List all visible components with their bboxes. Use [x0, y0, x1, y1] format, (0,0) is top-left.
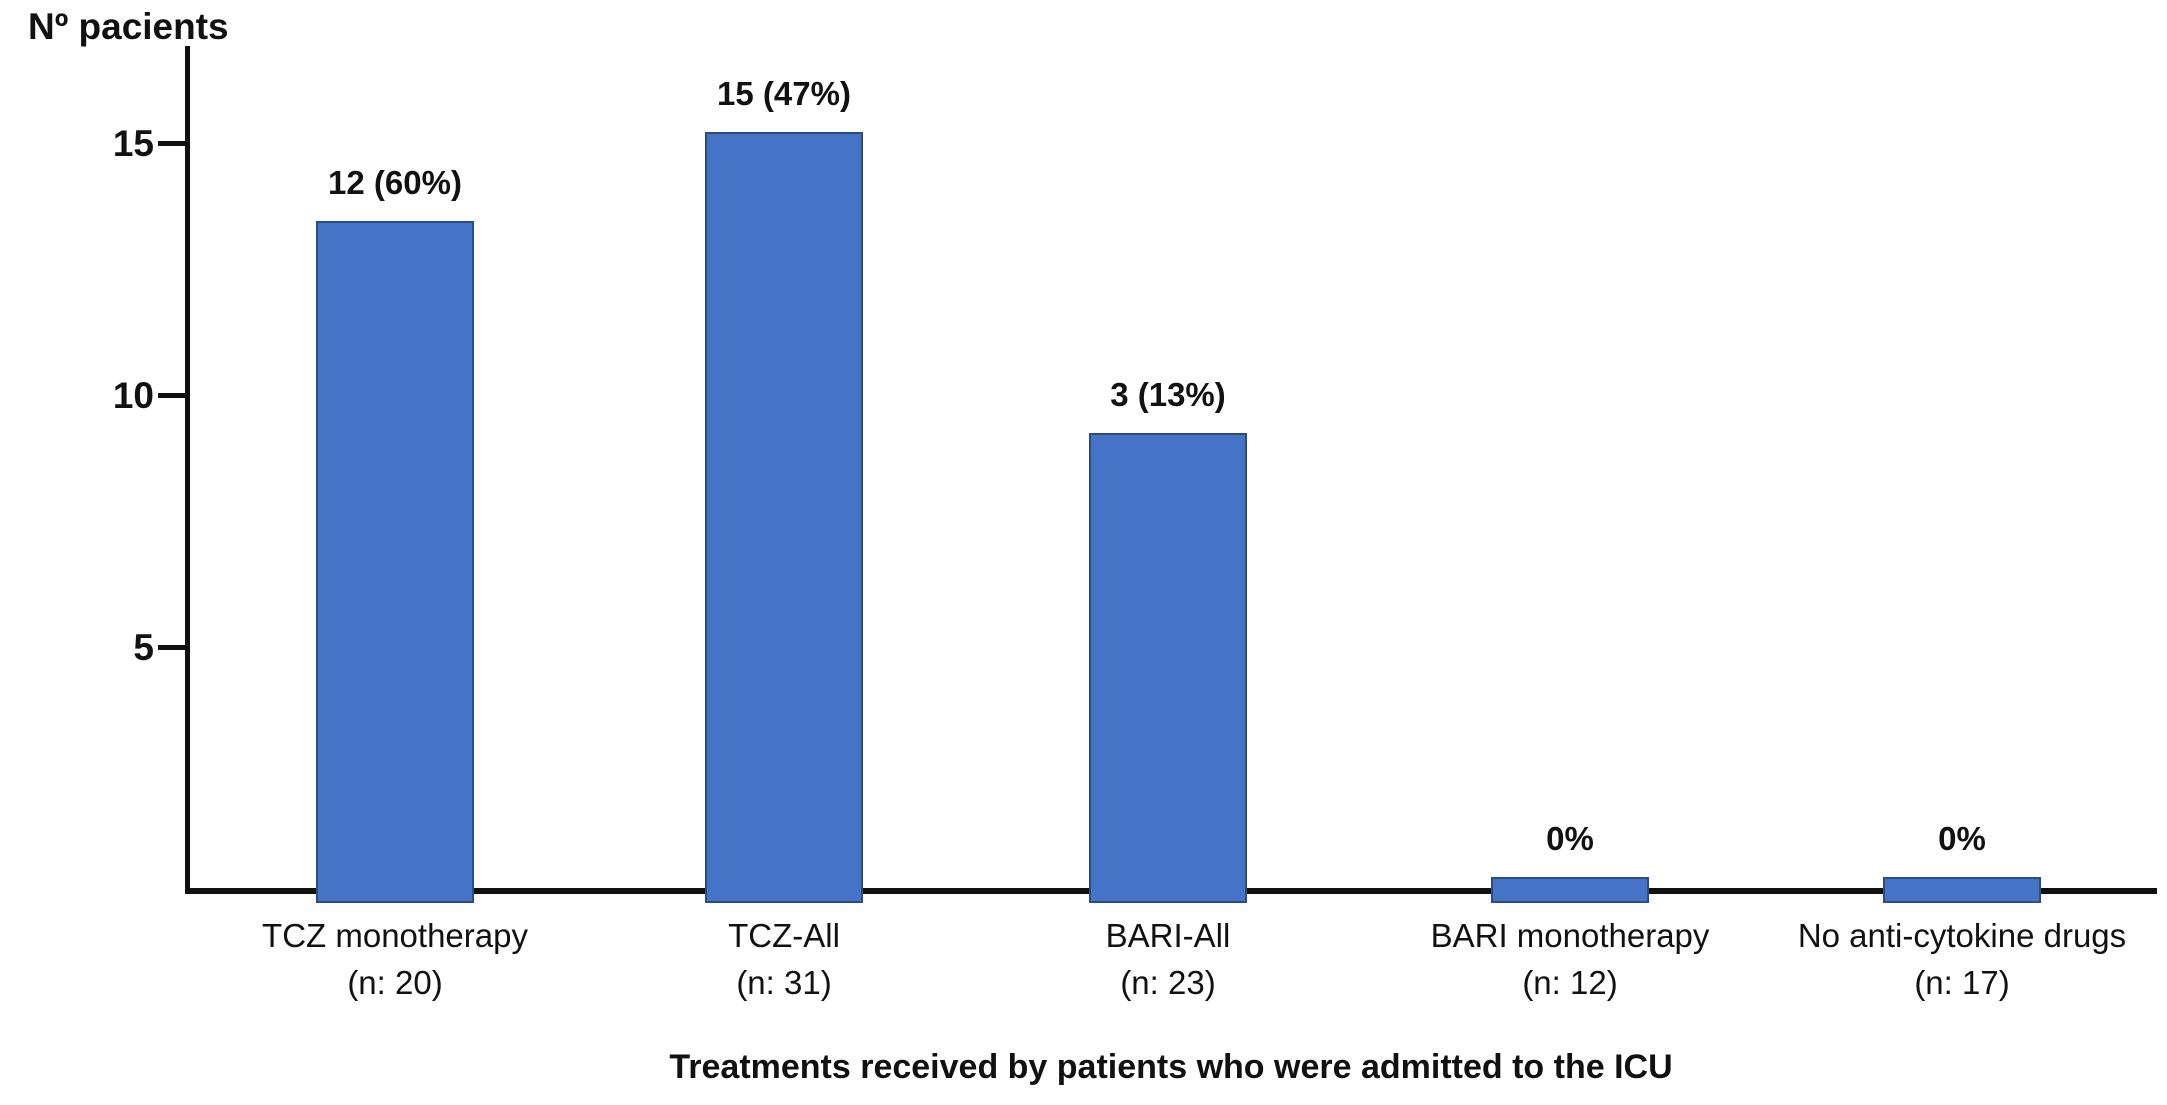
category-label-4: BARI monotherapy (n: 12) [1360, 912, 1780, 1006]
category-name: No anti-cytokine drugs [1797, 917, 2127, 954]
y-axis-label: Nº pacients [28, 6, 229, 47]
y-tick-label-15: 15 [112, 123, 154, 164]
category-name: TCZ-All [728, 917, 840, 954]
y-tick-label-10: 10 [112, 375, 154, 416]
bar-value-label-1: 12 (60%) [328, 164, 462, 201]
category-n-count: (n: 31) [736, 964, 832, 1001]
category-name: TCZ monotherapy [262, 917, 528, 954]
bar-value-label-3: 3 (13%) [1110, 376, 1226, 413]
category-n-count: (n: 20) [347, 964, 443, 1001]
bar-4 [1491, 877, 1649, 903]
category-n-count: (n: 23) [1120, 964, 1216, 1001]
bar-3 [1089, 433, 1247, 903]
y-tick-mark-15 [158, 141, 186, 146]
bar-5 [1883, 877, 2041, 903]
category-n-count: (n: 17) [1914, 964, 2010, 1001]
y-tick-mark-5 [158, 645, 186, 650]
bar-value-label-5: 0% [1938, 820, 1986, 857]
category-n-count: (n: 12) [1522, 964, 1618, 1001]
bar-1 [316, 221, 474, 903]
bar-2 [705, 132, 863, 903]
category-name: BARI-All [1105, 917, 1231, 954]
bar-value-label-4: 0% [1546, 820, 1594, 857]
chart-title: Treatments received by patients who were… [669, 1048, 1673, 1086]
y-axis-line [185, 46, 190, 894]
category-label-2: TCZ-All (n: 31) [574, 912, 994, 1006]
y-tick-label-5: 5 [133, 627, 154, 668]
category-label-5: No anti-cytokine drugs (n: 17) [1752, 912, 2167, 1006]
category-label-1: TCZ monotherapy (n: 20) [185, 912, 605, 1006]
category-name: BARI monotherapy [1430, 917, 1710, 954]
y-tick-mark-10 [158, 393, 186, 398]
bar-value-label-2: 15 (47%) [717, 75, 851, 112]
category-label-3: BARI-All (n: 23) [958, 912, 1378, 1006]
